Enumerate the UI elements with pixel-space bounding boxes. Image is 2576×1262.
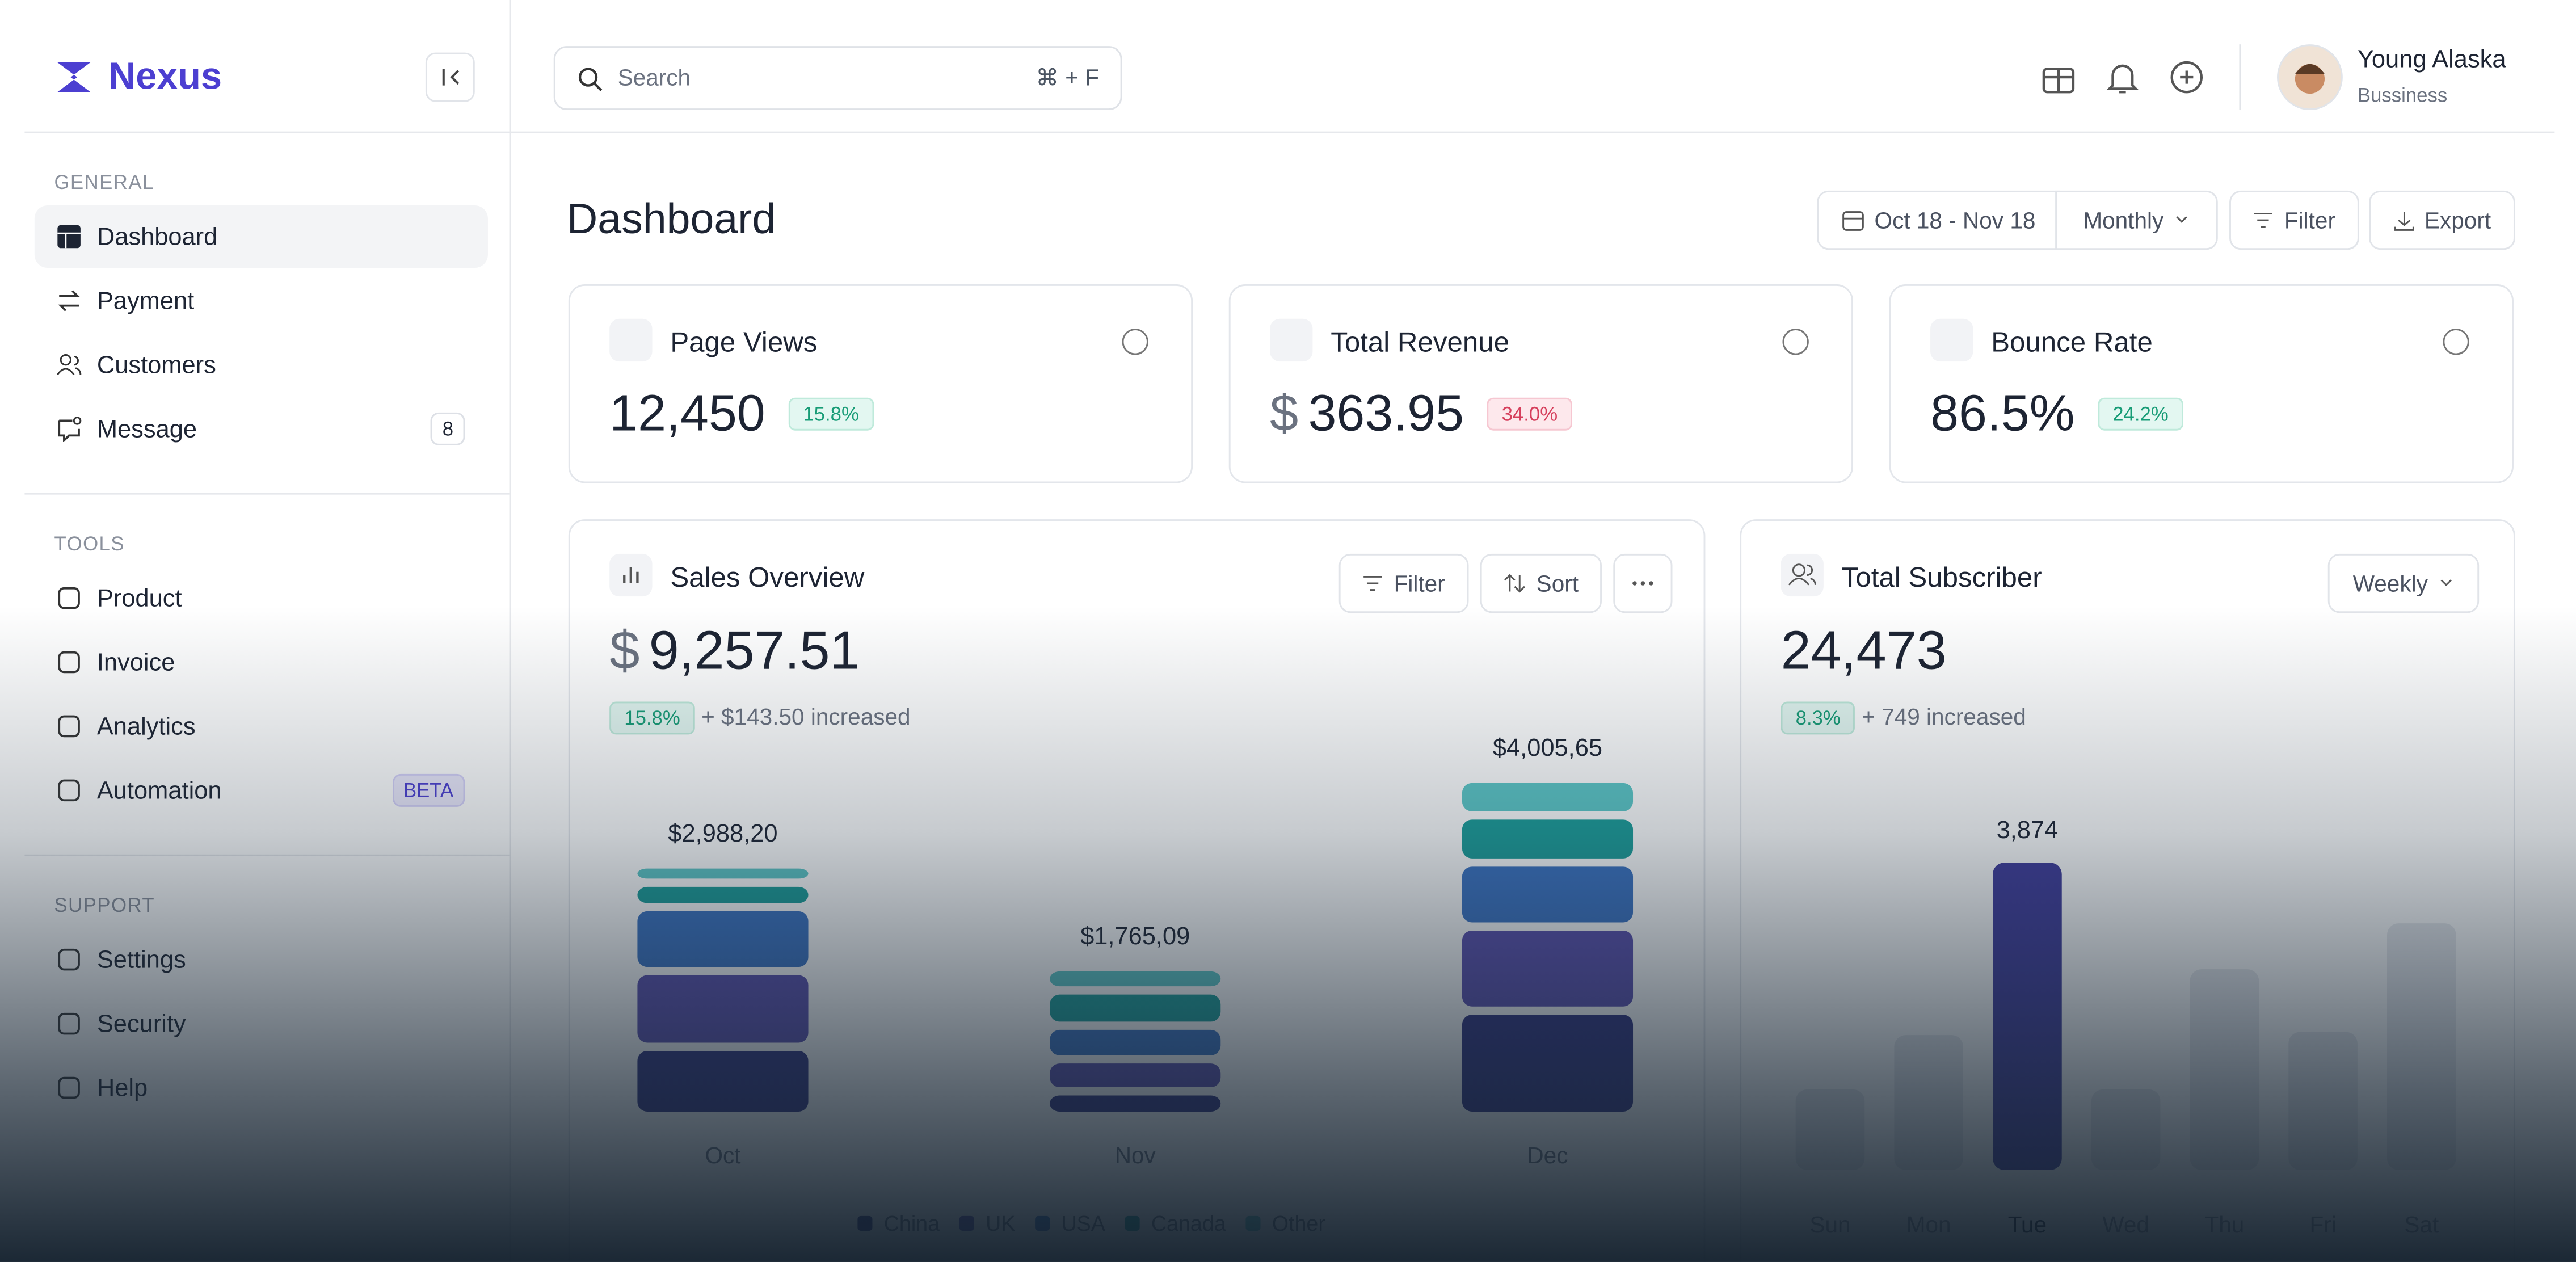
bar-segment: [1462, 930, 1634, 1007]
x-tick-label: Sat: [2404, 1211, 2439, 1238]
legend-label: Other: [1272, 1211, 1325, 1235]
bar: [1993, 863, 2062, 1170]
legend-label: China: [884, 1211, 940, 1235]
x-tick-label: Tue: [2008, 1211, 2047, 1238]
total-label: $2,988,20: [668, 820, 777, 847]
bar: [1894, 1035, 1964, 1170]
x-tick-label: Dec: [1527, 1142, 1568, 1168]
legend-swatch: [1245, 1215, 1261, 1231]
bar-segment: [1050, 1029, 1221, 1055]
bar: [2288, 1032, 2358, 1170]
value-label: 3,874: [1997, 817, 2059, 844]
bar: [2190, 969, 2259, 1170]
bar-segment: [637, 868, 809, 879]
bar-segment: [637, 886, 809, 903]
x-tick-label: Thu: [2204, 1211, 2244, 1238]
legend-label: Canada: [1151, 1211, 1226, 1235]
legend-label: USA: [1061, 1211, 1105, 1235]
x-tick-label: Nov: [1115, 1142, 1156, 1168]
bar-segment: [637, 1050, 809, 1112]
x-tick-label: Wed: [2102, 1211, 2149, 1238]
x-tick-label: Mon: [1906, 1211, 1951, 1238]
bar-segment: [637, 911, 809, 967]
bar-segment: [1050, 1063, 1221, 1088]
total-label: $1,765,09: [1080, 923, 1190, 950]
bar-segment: [1462, 783, 1634, 811]
bar-segment: [1462, 1015, 1634, 1112]
bar-segment: [1050, 994, 1221, 1022]
bar-segment: [1050, 971, 1221, 987]
bar: [1795, 1089, 1865, 1170]
bar-segment: [1050, 1095, 1221, 1112]
total-label: $4,005,65: [1493, 734, 1602, 762]
bar: [2387, 923, 2456, 1170]
bar: [2091, 1089, 2161, 1170]
bar-segment: [637, 975, 809, 1043]
legend-swatch: [959, 1215, 974, 1231]
x-tick-label: Fri: [2309, 1211, 2336, 1238]
x-tick-label: Oct: [705, 1142, 740, 1168]
bar-segment: [1462, 819, 1634, 859]
legend-swatch: [1125, 1215, 1140, 1231]
legend-label: UK: [986, 1211, 1015, 1235]
legend-swatch: [857, 1215, 873, 1231]
bar-segment: [1462, 866, 1634, 923]
x-tick-label: Sun: [1809, 1211, 1850, 1238]
legend-swatch: [1035, 1215, 1050, 1231]
